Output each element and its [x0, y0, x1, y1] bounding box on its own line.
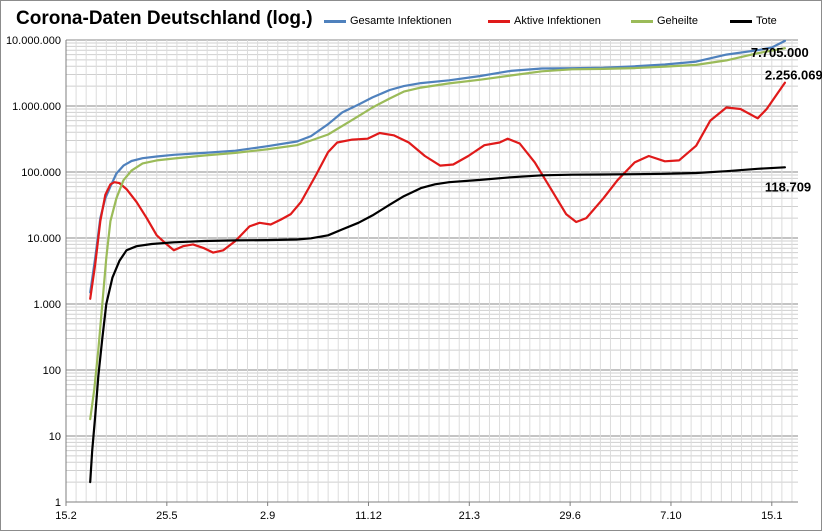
- y-tick-label: 100.000: [21, 167, 61, 179]
- y-tick-label: 10: [49, 431, 61, 443]
- legend-label-tote: Tote: [756, 15, 777, 27]
- x-tick-label: 21.3: [459, 510, 480, 522]
- x-tick-label: 25.5: [156, 510, 177, 522]
- data-label: 7.705.000: [751, 45, 809, 60]
- legend-label-geheilte: Geheilte: [657, 15, 698, 27]
- legend-swatch-aktive-infektionen: [488, 19, 510, 23]
- y-tick-label: 1.000.000: [12, 101, 61, 113]
- legend-item-tote: Tote: [730, 15, 777, 27]
- y-tick-label: 10.000: [27, 233, 61, 245]
- x-tick-label: 11.12: [355, 510, 382, 522]
- series-line-gesamte-infektionen: [89, 39, 787, 294]
- y-tick-label: 100: [43, 365, 61, 377]
- legend-item-aktive-infektionen: Aktive Infektionen: [488, 15, 601, 27]
- chart-title: Corona-Daten Deutschland (log.): [16, 8, 313, 29]
- legend-swatch-gesamte-infektionen: [324, 19, 346, 23]
- legend-swatch-geheilte: [631, 19, 653, 23]
- data-label: 118.709: [765, 179, 811, 194]
- legend-label-aktive-infektionen: Aktive Infektionen: [514, 15, 601, 27]
- series-line-geheilte: [89, 47, 787, 421]
- series-line-tote: [89, 166, 787, 484]
- axes: 1 10 100 1.000 10.000 100.000 1.000.000 10.000.…: [6, 35, 798, 522]
- data-labels: 7.705.000 2.256.069 118.709: [751, 45, 822, 194]
- y-tick-label: 1: [55, 497, 61, 509]
- x-tick-label: 7.10: [660, 510, 681, 522]
- x-tick-label: 15.1: [761, 510, 782, 522]
- x-tick-label: 29.6: [559, 510, 580, 522]
- grid: [66, 39, 798, 503]
- x-tick-label: 15.2: [55, 510, 76, 522]
- legend-label-gesamte-infektionen: Gesamte Infektionen: [350, 15, 452, 27]
- data-label: 2.256.069: [765, 68, 822, 83]
- y-tick-label: 1.000: [33, 299, 61, 311]
- legend-item-geheilte: Geheilte: [631, 15, 698, 27]
- legend-item-gesamte-infektionen: Gesamte Infektionen: [324, 15, 452, 27]
- legend-swatch-tote: [730, 19, 752, 23]
- y-tick-label: 10.000.000: [6, 35, 61, 47]
- series-line-aktive-infektionen: [89, 81, 787, 300]
- x-tick-label: 2.9: [260, 510, 275, 522]
- series-lines: [89, 39, 787, 484]
